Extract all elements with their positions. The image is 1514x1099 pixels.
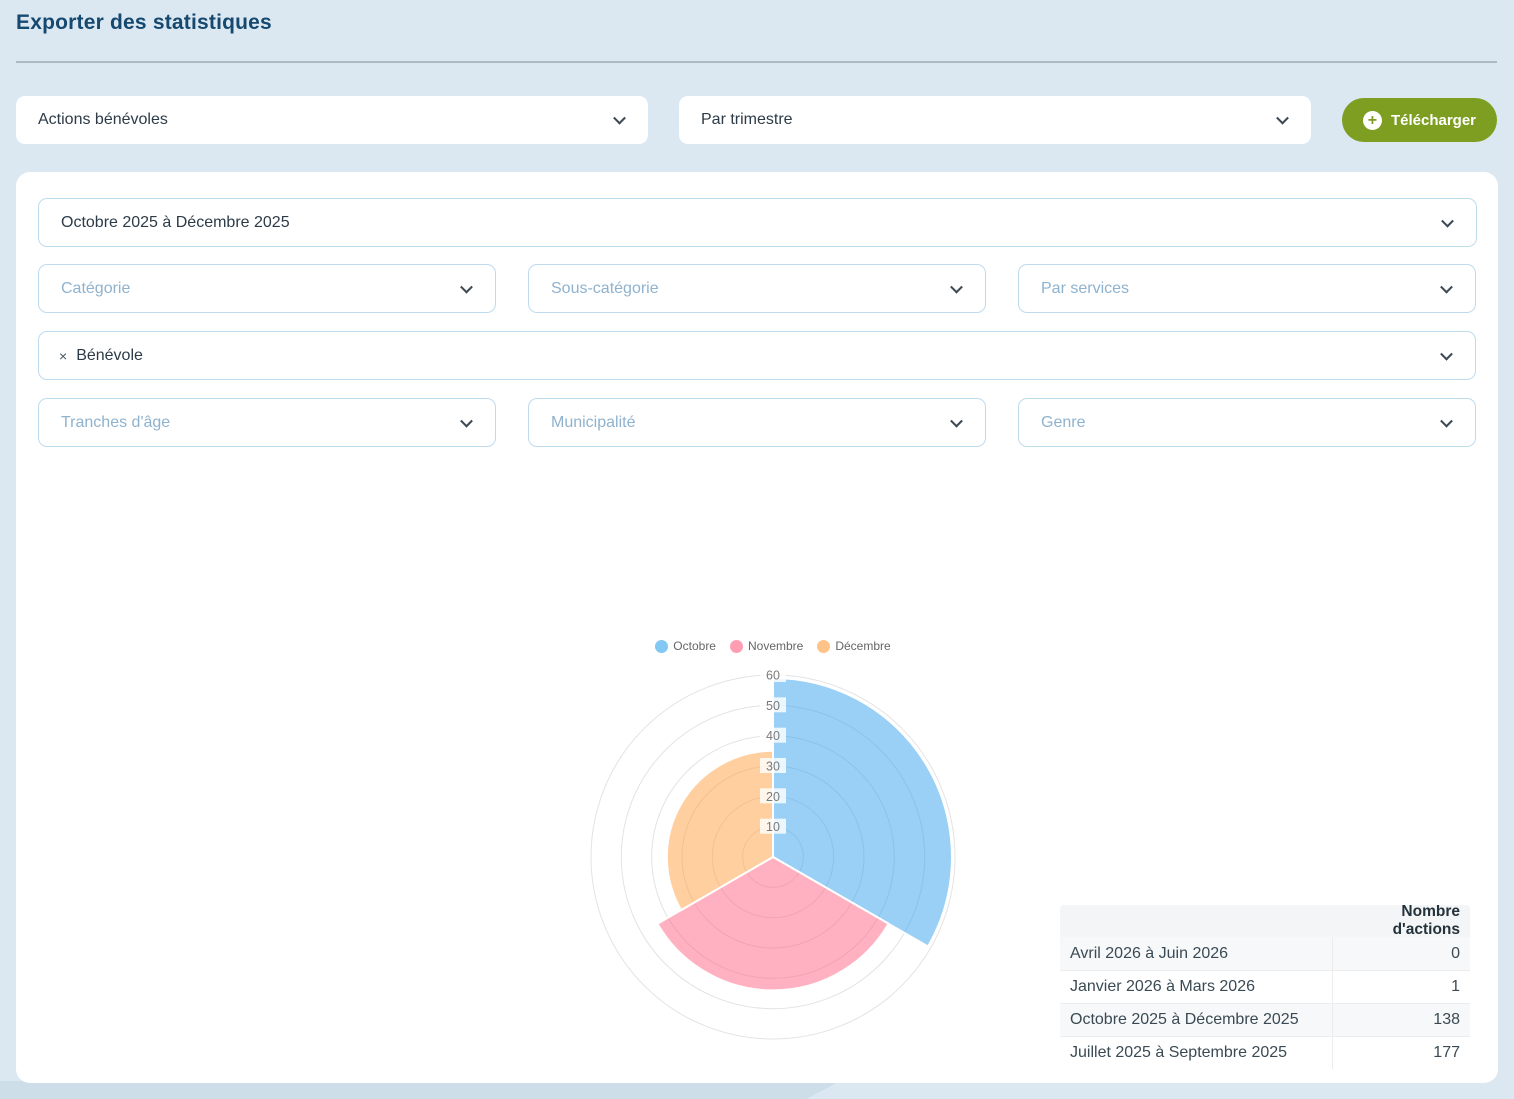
radial-tick-label: 20: [766, 790, 780, 804]
legend-item-novembre[interactable]: Novembre: [729, 639, 804, 653]
polar-slice-octobre: [772, 676, 953, 948]
legend-item-décembre[interactable]: Décembre: [817, 639, 891, 653]
table-row: Janvier 2026 à Mars 2026 1: [1060, 970, 1470, 1003]
chevron-down-icon: [1276, 111, 1289, 125]
page-title: Exporter des statistiques: [16, 11, 272, 34]
table-cell-count: 1: [1332, 971, 1470, 1003]
legend-label: Octobre: [673, 639, 716, 653]
gender-placeholder: Genre: [1041, 413, 1086, 431]
tag-label: Bénévole: [76, 346, 143, 364]
tick-backdrop: [760, 788, 786, 804]
divider: [16, 61, 1497, 63]
table-cell-count: 0: [1332, 937, 1470, 970]
legend-dot: [729, 639, 743, 653]
chevron-down-icon: [613, 111, 626, 125]
granularity-select[interactable]: Par trimestre: [679, 96, 1311, 144]
tick-backdrop: [760, 727, 786, 743]
table-cell-period: Janvier 2026 à Mars 2026: [1070, 978, 1255, 995]
chevron-down-icon: [460, 280, 473, 294]
table-cell-period: Juillet 2025 à Septembre 2025: [1070, 1044, 1288, 1061]
services-placeholder: Par services: [1041, 279, 1130, 297]
radial-tick-label: 10: [766, 820, 780, 834]
radial-tick-label: 60: [766, 669, 780, 683]
radial-tick-label: 50: [766, 699, 780, 713]
chevron-down-icon: [1440, 347, 1453, 361]
gender-select[interactable]: Genre: [1018, 398, 1476, 447]
table-row: Juillet 2025 à Septembre 2025 177: [1060, 1036, 1470, 1069]
type-select-value: Actions bénévoles: [38, 111, 168, 128]
table-row: Avril 2026 à Juin 2026 0: [1060, 937, 1470, 970]
background-decoration: [0, 1081, 840, 1099]
legend-label: Novembre: [747, 639, 804, 653]
polar-area-chart: 10 20 30 40 50 60: [590, 667, 956, 1040]
chevron-down-icon: [460, 414, 473, 428]
services-select[interactable]: Par services: [1018, 264, 1476, 313]
table-cell-period: Octobre 2025 à Décembre 2025: [1070, 1011, 1299, 1028]
tick-backdrop: [760, 758, 786, 773]
radial-tick-label: 30: [766, 760, 780, 774]
plus-circle-icon: +: [1362, 110, 1382, 130]
chart-legend: Octobre Novembre Décembre: [563, 639, 983, 653]
chevron-down-icon: [950, 280, 963, 294]
remove-tag-icon[interactable]: ×: [59, 347, 68, 364]
tick-backdrop: [760, 818, 786, 834]
date-range-value: Octobre 2025 à Décembre 2025: [61, 213, 290, 231]
radial-tick-label: 40: [766, 729, 780, 743]
table-cell-period: Avril 2026 à Juin 2026: [1070, 944, 1229, 962]
table-header-row: Nombre d'actions: [1060, 905, 1470, 938]
type-select[interactable]: Actions bénévoles: [16, 96, 648, 144]
legend-dot: [817, 639, 831, 653]
filters-panel: Octobre 2025 à Décembre 2025 Catégorie S…: [16, 172, 1498, 1083]
granularity-select-value: Par trimestre: [701, 111, 793, 128]
legend-label: Décembre: [835, 639, 891, 653]
legend-item-octobre[interactable]: Octobre: [655, 639, 716, 653]
table-header-count: Nombre d'actions: [1392, 905, 1460, 938]
chevron-down-icon: [1440, 280, 1453, 294]
subcategory-placeholder: Sous-catégorie: [551, 279, 659, 297]
category-placeholder: Catégorie: [61, 279, 131, 297]
polar-slice-décembre: [665, 749, 774, 912]
chevron-down-icon: [1440, 414, 1453, 428]
chevron-down-icon: [1441, 214, 1454, 228]
tick-backdrop: [760, 697, 786, 713]
age-placeholder: Tranches d'âge: [61, 413, 171, 431]
age-select[interactable]: Tranches d'âge: [38, 398, 496, 447]
municipality-select[interactable]: Municipalité: [528, 398, 986, 447]
subcategory-select[interactable]: Sous-catégorie: [528, 264, 986, 313]
type-tag-select[interactable]: × Bénévole: [38, 331, 1476, 380]
stats-table: Nombre d'actions Avril 2026 à Juin 2026 0…: [1060, 905, 1470, 1069]
table-cell-count: 177: [1332, 1037, 1470, 1069]
chevron-down-icon: [950, 414, 963, 428]
municipality-placeholder: Municipalité: [551, 413, 636, 431]
download-button-label: Télécharger: [1390, 111, 1477, 129]
legend-dot: [655, 639, 669, 653]
tick-backdrop: [760, 667, 786, 682]
category-select[interactable]: Catégorie: [38, 264, 496, 313]
date-range-select[interactable]: Octobre 2025 à Décembre 2025: [38, 198, 1477, 247]
download-button[interactable]: + Télécharger: [1342, 98, 1497, 142]
table-cell-count: 138: [1332, 1004, 1470, 1036]
table-row: Octobre 2025 à Décembre 2025 138: [1060, 1003, 1470, 1036]
